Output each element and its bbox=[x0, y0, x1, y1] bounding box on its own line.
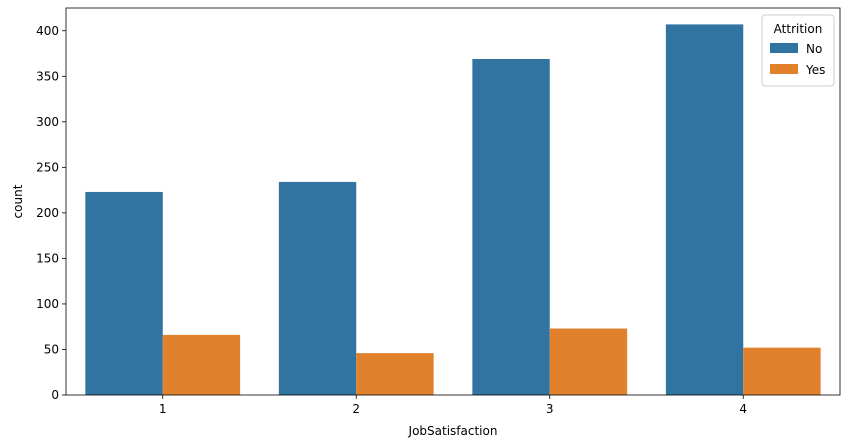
bar-yes-4 bbox=[743, 347, 821, 395]
y-tick-label: 50 bbox=[44, 342, 59, 356]
x-axis-label: JobSatisfaction bbox=[408, 424, 498, 438]
y-tick-label: 250 bbox=[36, 160, 59, 174]
legend-title: Attrition bbox=[774, 22, 823, 36]
y-tick-label: 300 bbox=[36, 115, 59, 129]
x-tick-label: 4 bbox=[739, 402, 747, 416]
bar-yes-3 bbox=[549, 328, 628, 395]
legend-label-yes: Yes bbox=[805, 63, 825, 77]
y-axis-label: count bbox=[11, 184, 25, 218]
bar-yes-1 bbox=[162, 334, 241, 395]
bar-no-4 bbox=[665, 24, 744, 395]
bar-no-1 bbox=[85, 191, 163, 395]
y-tick-label: 0 bbox=[51, 388, 59, 402]
x-tick-label: 2 bbox=[352, 402, 360, 416]
legend-label-no: No bbox=[806, 42, 822, 56]
plot-frame bbox=[65, 7, 841, 396]
x-tick-label: 3 bbox=[546, 402, 554, 416]
y-tick-label: 150 bbox=[36, 251, 59, 265]
y-tick-label: 350 bbox=[36, 69, 59, 83]
y-tick-label: 400 bbox=[36, 24, 59, 38]
legend: Attrition No Yes bbox=[761, 14, 835, 87]
x-tick-label: 1 bbox=[159, 402, 167, 416]
bar-no-3 bbox=[472, 58, 550, 395]
bars-layer bbox=[85, 24, 821, 395]
y-tick-label: 100 bbox=[36, 297, 59, 311]
bar-no-2 bbox=[278, 181, 357, 395]
legend-swatch-no bbox=[770, 43, 798, 53]
y-tick-label: 200 bbox=[36, 206, 59, 220]
axes-layer: 1 2 3 4 0 50 100 150 200 250 300 350 400 bbox=[36, 7, 841, 416]
bar-yes-2 bbox=[356, 353, 434, 395]
legend-swatch-yes bbox=[770, 64, 798, 74]
